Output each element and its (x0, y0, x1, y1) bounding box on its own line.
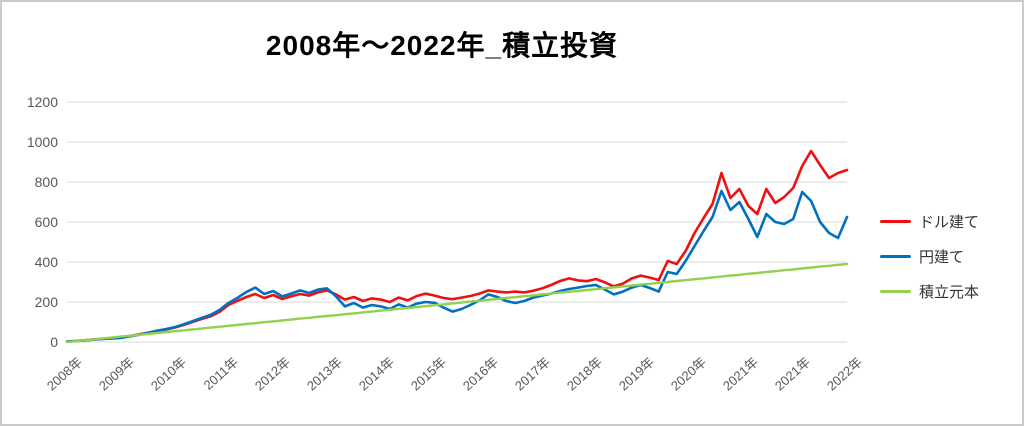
chart-title: 2008年～2022年_積立投資 (265, 30, 619, 61)
legend-item-0: ドル建て (880, 204, 979, 239)
legend-item-2: 積立元本 (880, 274, 979, 309)
y-tick-label: 0 (50, 334, 58, 350)
legend-swatch-icon (880, 289, 911, 294)
series-line-0 (65, 149, 849, 343)
series-line-2 (65, 262, 849, 344)
legend-label: ドル建て (919, 214, 980, 231)
y-tick-label: 1000 (26, 134, 58, 150)
y-tick-label: 400 (34, 254, 58, 270)
legend-swatch-icon (880, 254, 911, 259)
legend: ドル建て円建て積立元本 (880, 204, 979, 309)
y-tick-label: 800 (34, 174, 58, 190)
y-tick-label: 200 (34, 294, 58, 310)
legend-label: 円建て (919, 249, 965, 266)
legend-swatch-icon (880, 219, 911, 224)
series-line-1 (65, 189, 849, 343)
y-tick-label: 600 (34, 214, 58, 230)
legend-item-1: 円建て (880, 239, 979, 274)
legend-label: 積立元本 (919, 284, 980, 301)
y-tick-label: 1200 (26, 94, 58, 110)
